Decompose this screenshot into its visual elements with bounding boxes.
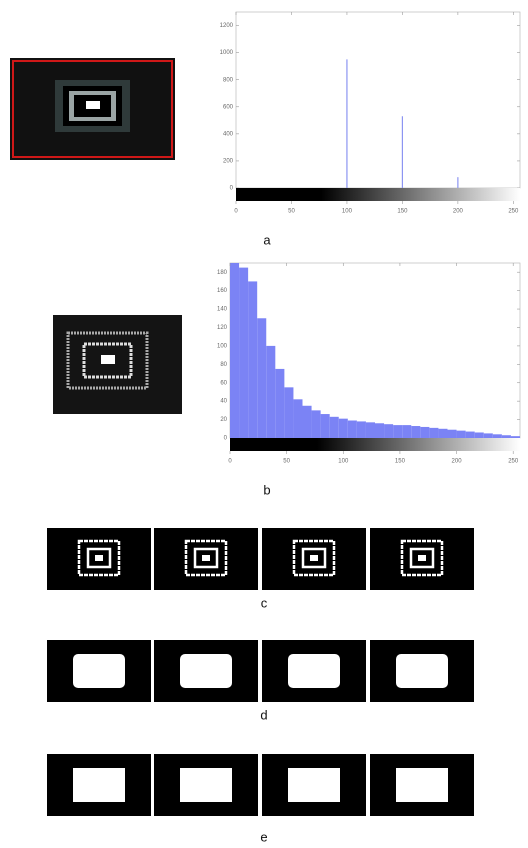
hist-bar — [248, 281, 257, 438]
image-rings — [370, 528, 474, 590]
y-tick-label: 180 — [217, 270, 228, 276]
y-tick-label: 100 — [217, 343, 228, 349]
image-rings — [154, 528, 258, 590]
hist-bar — [257, 318, 266, 438]
blob — [73, 768, 125, 802]
figure: c d e 0200400600800100012000501001502002… — [0, 0, 528, 848]
hist-bar — [448, 430, 457, 438]
y-tick-label: 80 — [220, 362, 227, 368]
y-tick-label: 120 — [217, 325, 228, 331]
page: c d e 0200400600800100012000501001502002… — [0, 0, 528, 848]
hist-bar — [266, 346, 275, 438]
ring — [95, 555, 103, 561]
hist-bar — [384, 424, 393, 438]
hist-bar — [230, 263, 239, 438]
x-tick-label: 200 — [452, 459, 463, 465]
y-tick-label: 20 — [220, 417, 227, 423]
blob — [288, 768, 340, 802]
x-tick-label: 150 — [395, 459, 406, 465]
image-b — [53, 315, 182, 414]
colorbar — [236, 188, 520, 201]
hist-bar — [484, 433, 493, 438]
ring — [202, 555, 210, 561]
y-tick-label: 60 — [220, 380, 227, 386]
image-rings — [47, 528, 151, 590]
y-tick-label: 1000 — [220, 50, 234, 56]
hist-bar — [502, 435, 511, 438]
panel-label: b — [263, 482, 270, 497]
y-tick-label: 0 — [224, 436, 228, 442]
panel-label: e — [260, 829, 267, 844]
hist-bar — [293, 399, 302, 438]
blob — [180, 768, 232, 802]
hist-bar — [357, 421, 366, 438]
hist-bar — [330, 417, 339, 438]
y-tick-label: 1200 — [220, 23, 234, 29]
y-tick-label: 160 — [217, 288, 228, 294]
hist-bar — [239, 268, 248, 438]
image-rect — [154, 754, 258, 816]
hist-bar — [366, 422, 375, 438]
image-rect — [370, 754, 474, 816]
hist-bar — [321, 414, 330, 438]
hist-bar — [420, 427, 429, 438]
hist-bar — [339, 419, 348, 438]
blob — [396, 654, 448, 688]
hist-bar — [457, 431, 466, 438]
hist-bar — [312, 410, 321, 438]
hist-bar — [429, 428, 438, 438]
image-round — [47, 640, 151, 702]
blob — [180, 654, 232, 688]
hist-bar — [438, 429, 447, 438]
hist-bar — [393, 425, 402, 438]
hist-bar — [284, 387, 293, 438]
hist-bar — [475, 432, 484, 438]
x-tick-label: 50 — [288, 209, 295, 215]
y-tick-label: 400 — [223, 131, 234, 137]
x-tick-label: 0 — [234, 209, 238, 215]
y-tick-label: 0 — [230, 186, 234, 192]
y-tick-label: 40 — [220, 399, 227, 405]
hist-bar — [466, 432, 475, 438]
hist-bar — [348, 421, 357, 439]
image-rect — [47, 754, 151, 816]
image-rect — [262, 754, 366, 816]
image-round — [262, 640, 366, 702]
ring — [418, 555, 426, 561]
blob — [288, 654, 340, 688]
x-tick-label: 100 — [338, 459, 349, 465]
hist-bar — [411, 426, 420, 438]
x-tick-label: 50 — [283, 459, 290, 465]
x-tick-label: 150 — [397, 209, 408, 215]
hist-bar — [303, 406, 312, 438]
panel-label: c — [261, 595, 268, 610]
image-round — [370, 640, 474, 702]
y-tick-label: 800 — [223, 77, 234, 83]
hist-bar — [493, 434, 502, 438]
blob — [396, 768, 448, 802]
y-tick-label: 140 — [217, 307, 228, 313]
panel-label: a — [263, 232, 271, 247]
panel-label: d — [260, 707, 267, 722]
x-tick-label: 0 — [228, 459, 232, 465]
image-rings — [262, 528, 366, 590]
x-tick-label: 200 — [453, 209, 464, 215]
hist-bar — [402, 425, 411, 438]
x-tick-label: 250 — [508, 209, 519, 215]
image-a — [10, 58, 175, 160]
hist-bar — [275, 369, 284, 438]
blob — [73, 654, 125, 688]
colorbar — [230, 438, 520, 451]
y-tick-label: 200 — [223, 159, 234, 165]
hist-bar — [511, 436, 520, 438]
plot-frame — [236, 12, 520, 188]
x-tick-label: 100 — [342, 209, 353, 215]
x-tick-label: 250 — [508, 459, 519, 465]
hist-bar — [375, 423, 384, 438]
y-tick-label: 600 — [223, 104, 234, 110]
image-round — [154, 640, 258, 702]
ring — [310, 555, 318, 561]
